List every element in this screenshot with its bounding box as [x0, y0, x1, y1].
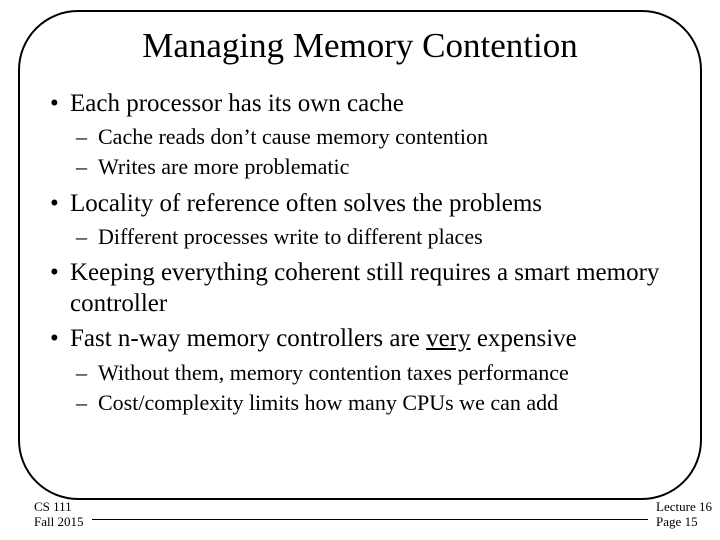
bullet-text-pre: Fast n-way memory controllers are — [70, 325, 426, 352]
footer-page: Page 15 — [656, 515, 712, 530]
sub-bullet-item: Writes are more problematic — [70, 153, 674, 181]
slide: Managing Memory Contention Each processo… — [0, 0, 720, 540]
footer-term: Fall 2015 — [34, 515, 83, 530]
bullet-text-post: expensive — [471, 325, 577, 352]
sub-bullet-item: Cache reads don’t cause memory contentio… — [70, 123, 674, 151]
footer-lecture: Lecture 16 — [656, 500, 712, 515]
footer-rule — [92, 519, 648, 520]
slide-frame: Managing Memory Contention Each processo… — [18, 10, 702, 500]
sub-bullet-item: Different processes write to different p… — [70, 223, 674, 251]
sub-bullet-item: Cost/complexity limits how many CPUs we … — [70, 389, 674, 417]
bullet-item: Fast n-way memory controllers are very e… — [46, 323, 674, 417]
bullet-text-underlined: very — [426, 325, 470, 352]
bullet-list: Each processor has its own cache Cache r… — [46, 88, 674, 417]
bullet-item: Locality of reference often solves the p… — [46, 188, 674, 251]
sub-bullet-item: Without them, memory contention taxes pe… — [70, 359, 674, 387]
footer-left: CS 111 Fall 2015 — [34, 500, 83, 530]
slide-title: Managing Memory Contention — [46, 26, 674, 66]
sub-bullet-list: Cache reads don’t cause memory contentio… — [70, 123, 674, 181]
bullet-item: Each processor has its own cache Cache r… — [46, 88, 674, 182]
footer-course: CS 111 — [34, 500, 83, 515]
sub-bullet-list: Without them, memory contention taxes pe… — [70, 359, 674, 417]
bullet-item: Keeping everything coherent still requir… — [46, 257, 674, 320]
bullet-text: Keeping everything coherent still requir… — [70, 259, 659, 317]
bullet-text: Locality of reference often solves the p… — [70, 190, 542, 217]
sub-bullet-list: Different processes write to different p… — [70, 223, 674, 251]
footer-right: Lecture 16 Page 15 — [656, 500, 712, 530]
bullet-text: Each processor has its own cache — [70, 90, 404, 117]
